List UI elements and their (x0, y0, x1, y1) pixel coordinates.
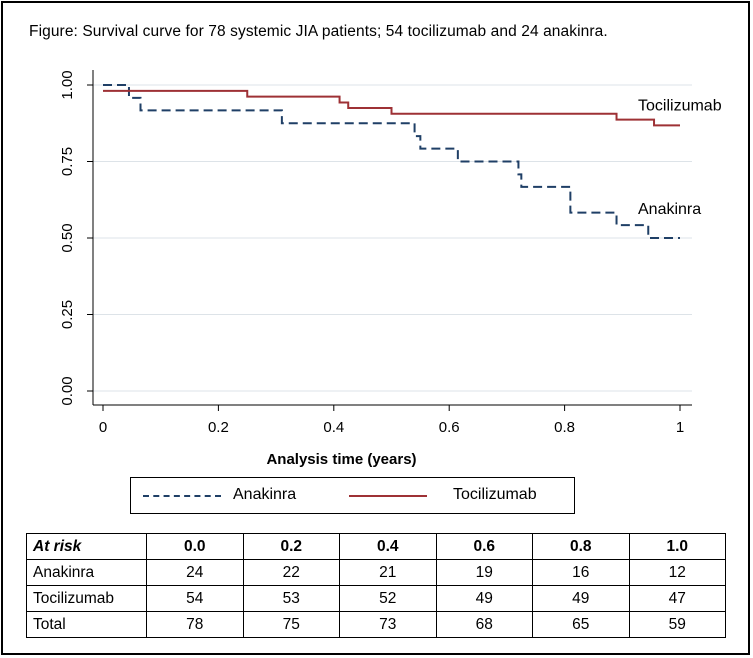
table-cell: 19 (435, 559, 533, 586)
y-tick-label: 0.75 (59, 147, 76, 176)
series-line-anakinra (103, 84, 680, 239)
at-risk-header-cell: 1.0 (628, 533, 726, 560)
table-cell: 24 (146, 559, 244, 586)
legend-swatch-anakinra (143, 495, 221, 497)
x-tick-label: 0 (99, 419, 107, 436)
y-tick-label: 1.00 (59, 70, 76, 99)
series-line-tocilizumab (103, 89, 680, 127)
x-axis-title: Analysis time (years) (266, 451, 416, 468)
series-label-anakinra: Anakinra (638, 201, 701, 218)
table-cell: 54 (146, 585, 244, 612)
table-cell: 12 (628, 559, 726, 586)
table-cell: 52 (339, 585, 437, 612)
at-risk-header-cell: 0.2 (242, 533, 340, 560)
at-risk-header-label: At risk (26, 533, 147, 560)
table-row: Anakinra 24 22 21 19 16 12 (26, 559, 726, 586)
table-cell: 53 (242, 585, 340, 612)
table-row: Tocilizumab 54 53 52 49 49 47 (26, 585, 726, 612)
table-cell: 59 (628, 611, 726, 638)
chart-legend: Anakinra Tocilizumab (130, 477, 575, 514)
x-tick-label: 0.4 (323, 419, 344, 436)
legend-label-anakinra: Anakinra (233, 486, 297, 503)
x-tick-label: 0.8 (554, 419, 575, 436)
row-label-anakinra: Anakinra (26, 559, 147, 586)
axes: 0.00 0.25 0.50 0.75 1.00 0 0.2 0.4 0.6 0.8 1 (59, 70, 692, 436)
series-label-tocilizumab: Tocilizumab (638, 97, 722, 114)
table-cell: 22 (242, 559, 340, 586)
table-cell: 49 (435, 585, 533, 612)
figure-title: Figure: Survival curve for 78 systemic J… (29, 23, 608, 40)
at-risk-header-cell: 0.0 (146, 533, 244, 560)
y-tick-label: 0.50 (59, 223, 76, 252)
at-risk-header-row: At risk 0.0 0.2 0.4 0.6 0.8 1.0 (26, 533, 726, 560)
table-cell: 47 (628, 585, 726, 612)
y-tick-label: 0.00 (59, 376, 76, 405)
at-risk-table: At risk 0.0 0.2 0.4 0.6 0.8 1.0 Anakinra… (26, 533, 726, 638)
table-cell: 75 (242, 611, 340, 638)
at-risk-header-cell: 0.6 (435, 533, 533, 560)
table-cell: 16 (532, 559, 630, 586)
legend-swatch-tocilizumab (349, 495, 427, 497)
table-cell: 78 (146, 611, 244, 638)
survival-chart: 0.00 0.25 0.50 0.75 1.00 0 0.2 0.4 0.6 0.8 1 Analy… (59, 70, 722, 468)
at-risk-header-cell: 0.4 (339, 533, 437, 560)
table-row: Total 78 75 73 68 65 59 (26, 611, 726, 638)
x-tick-label: 0.2 (208, 419, 229, 436)
series-lines (103, 84, 680, 239)
gridlines (93, 84, 692, 392)
table-cell: 65 (532, 611, 630, 638)
legend-label-tocilizumab: Tocilizumab (453, 486, 537, 503)
chart-labels: Analysis time (years) Anakinra Tocilizumab (266, 97, 721, 468)
y-tick-label: 0.25 (59, 300, 76, 329)
at-risk-header-cell: 0.8 (532, 533, 630, 560)
row-label-tocilizumab: Tocilizumab (26, 585, 147, 612)
table-cell: 73 (339, 611, 437, 638)
table-cell: 21 (339, 559, 437, 586)
table-cell: 49 (532, 585, 630, 612)
row-label-total: Total (26, 611, 147, 638)
table-cell: 68 (435, 611, 533, 638)
x-tick-label: 0.6 (439, 419, 460, 436)
x-tick-label: 1 (676, 419, 684, 436)
